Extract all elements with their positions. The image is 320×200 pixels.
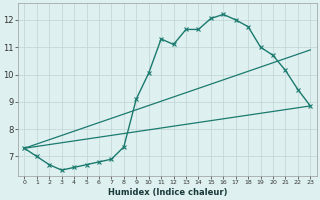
X-axis label: Humidex (Indice chaleur): Humidex (Indice chaleur) bbox=[108, 188, 227, 197]
